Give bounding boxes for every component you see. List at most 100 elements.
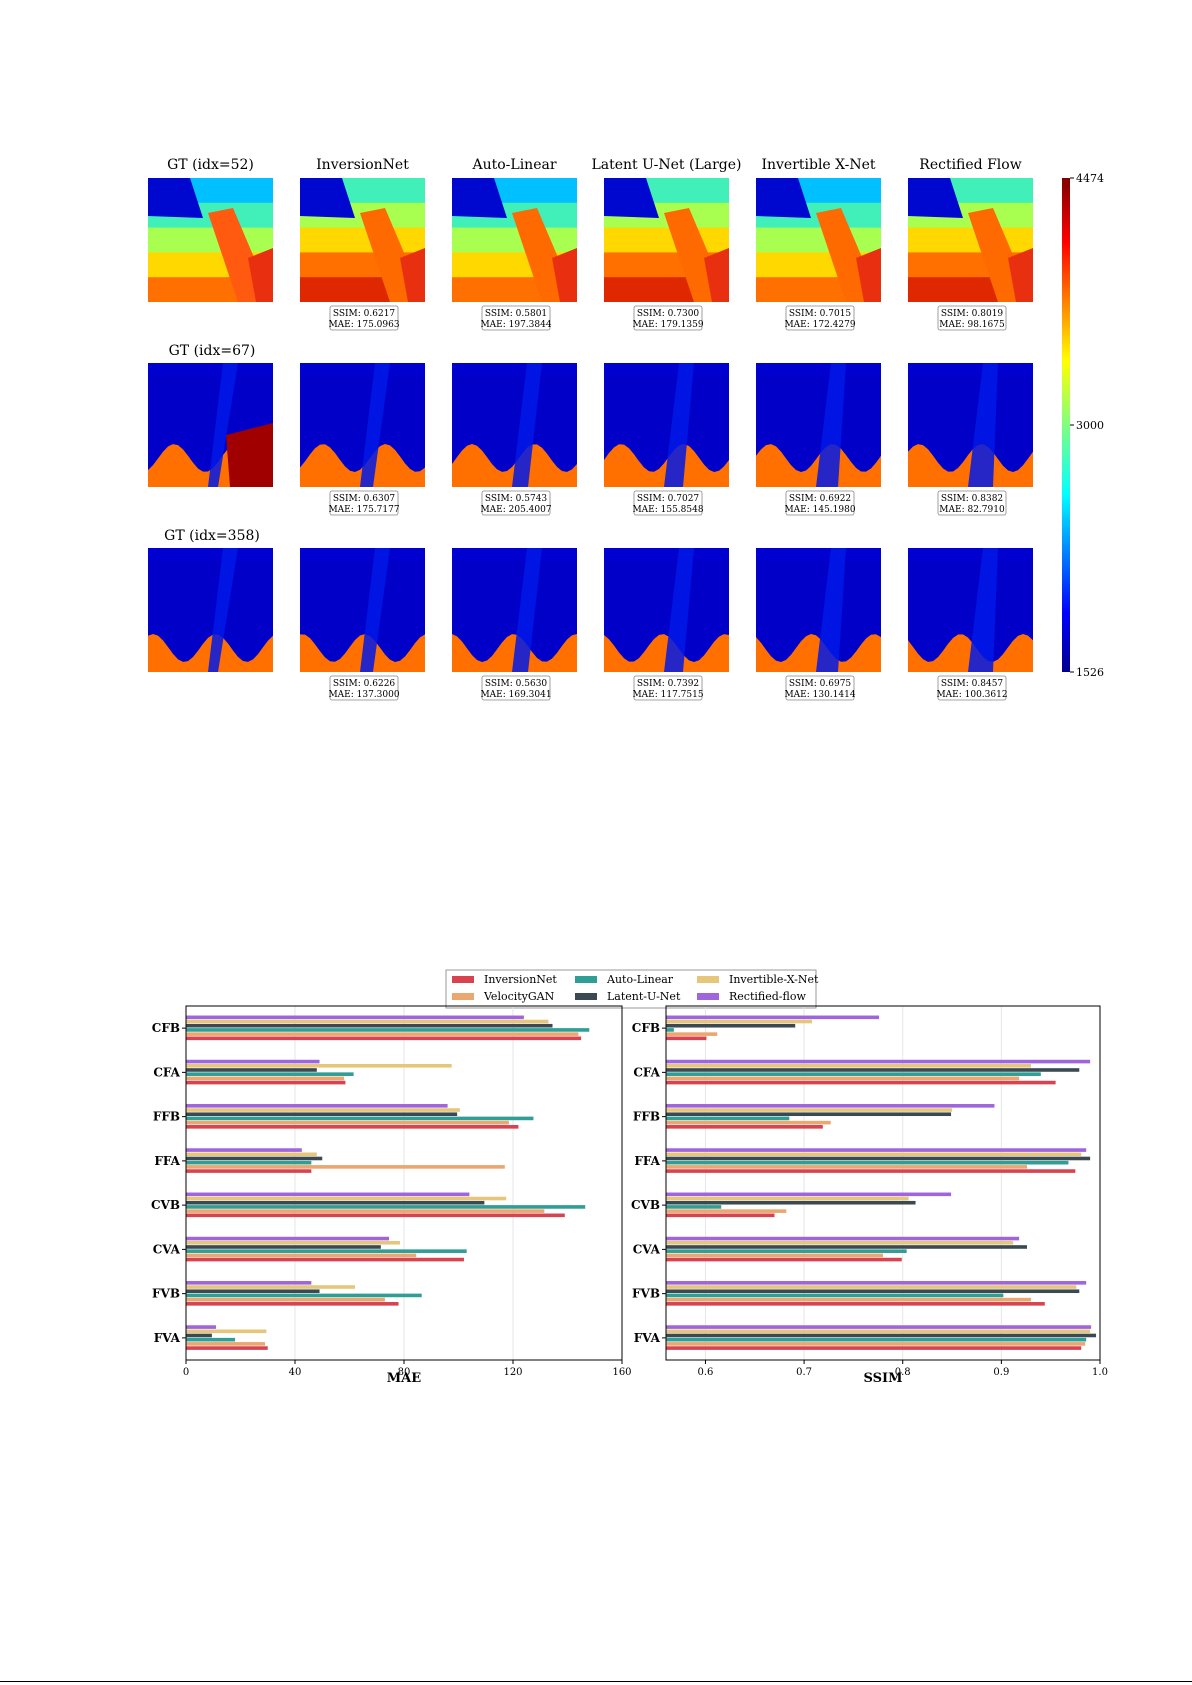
bar-auto-linear <box>666 1249 907 1253</box>
category-label: FVB <box>152 1287 180 1301</box>
legend-label-invertible-x-net: Invertible-X-Net <box>729 973 819 986</box>
metric-box <box>329 305 399 331</box>
plot-frame <box>665 1005 1101 1361</box>
metric-box <box>937 675 1007 701</box>
metric-box <box>329 490 399 516</box>
bar-auto-linear <box>186 1072 354 1076</box>
bar-velocitygan <box>666 1253 883 1258</box>
ssim-label: SSIM: 0.8457 <box>941 679 1004 689</box>
bar-latent-u-net <box>666 1289 1080 1294</box>
bar-inversionnet <box>666 1346 1082 1350</box>
bar-latent-u-net <box>186 1068 317 1072</box>
velocity-map-image <box>300 548 425 672</box>
mae-label: MAE: 100.3612 <box>936 690 1007 700</box>
bar-rectified-flow <box>666 1104 995 1108</box>
x-tick-label: 1.0 <box>1092 1367 1108 1378</box>
bar-inversionnet <box>666 1080 1056 1085</box>
ssim-panel: 0.6 0.7 0.8 0.9 1.0 CFB CFA FFB FFA CVB CVA FVB FVA <box>631 1005 1108 1378</box>
velocity-map-image <box>452 363 577 487</box>
ssim-label: SSIM: 0.5801 <box>485 309 547 319</box>
bar-inversionnet <box>186 1169 312 1173</box>
category-label: CFB <box>632 1021 660 1035</box>
bar-invertible-x-net <box>666 1240 1014 1245</box>
category-label: CVA <box>633 1242 661 1256</box>
bar-rectified-flow <box>666 1325 1092 1329</box>
colorbar-max-label: 4474 <box>1076 172 1104 185</box>
legend-swatch-rectified-flow <box>697 993 719 1000</box>
model-column-title: InversionNet <box>316 157 409 173</box>
bar-velocitygan <box>186 1165 505 1169</box>
legend-swatch-latent-u-net <box>575 993 597 1000</box>
bar-velocitygan <box>186 1209 545 1213</box>
bar-latent-u-net <box>666 1333 1097 1338</box>
metric-box <box>785 305 855 331</box>
bar-rectified-flow <box>186 1148 302 1152</box>
bar-rectified-flow <box>666 1059 1091 1064</box>
category-label: FVA <box>154 1331 181 1345</box>
bar-velocitygan <box>666 1076 1020 1081</box>
bar-latent-u-net <box>666 1023 796 1028</box>
category-label: CFA <box>153 1065 180 1079</box>
bar-rectified-flow <box>186 1281 312 1285</box>
category-label: FFA <box>154 1154 180 1168</box>
bar-auto-linear <box>666 1116 790 1121</box>
gt-row-title: GT (idx=358) <box>164 528 260 544</box>
bar-inversionnet <box>666 1302 1045 1306</box>
metric-box <box>937 305 1007 331</box>
velocity-map-image <box>908 178 1033 302</box>
x-tick-label: 0.9 <box>993 1367 1009 1378</box>
metric-box <box>633 305 703 331</box>
model-column-title: Latent U-Net (Large) <box>591 157 741 173</box>
bar-rectified-flow <box>666 1192 952 1197</box>
bar-inversionnet <box>666 1257 902 1262</box>
ssim-label: SSIM: 0.7027 <box>637 494 700 504</box>
legend-label-latent-u-net: Latent-U-Net <box>607 990 681 1003</box>
bar-rectified-flow <box>666 1015 880 1020</box>
bar-chart-figure: InversionNet VelocityGAN Auto-Linear Lat… <box>151 969 1108 1386</box>
category-label: CFA <box>633 1065 660 1079</box>
metric-box <box>937 490 1007 516</box>
x-tick-label: 0.7 <box>796 1367 812 1378</box>
bar-invertible-x-net <box>666 1019 812 1024</box>
ssim-label: SSIM: 0.7300 <box>637 309 700 319</box>
ssim-label: SSIM: 0.8382 <box>941 494 1003 504</box>
bar-invertible-x-net <box>186 1108 460 1112</box>
bar-latent-u-net <box>666 1156 1091 1161</box>
category-label: FFA <box>634 1154 660 1168</box>
bar-rectified-flow <box>186 1192 470 1197</box>
colorbar-mid-label: 3000 <box>1076 419 1104 432</box>
x-tick-label: 0 <box>183 1367 189 1378</box>
bar-auto-linear <box>186 1293 422 1298</box>
ssim-label: SSIM: 0.6307 <box>333 494 396 504</box>
velocity-map-image <box>604 178 729 302</box>
category-label: FVA <box>634 1331 661 1345</box>
x-tick-label: 80 <box>398 1367 411 1378</box>
bar-latent-u-net <box>666 1200 916 1205</box>
legend-swatch-auto-linear <box>575 976 597 983</box>
bar-rectified-flow <box>186 1059 320 1064</box>
ssim-axis-label: SSIM <box>864 1371 903 1386</box>
ssim-label: SSIM: 0.6975 <box>789 679 852 689</box>
mae-label: MAE: 82.7910 <box>939 505 1005 515</box>
bar-auto-linear <box>186 1028 590 1032</box>
bar-velocitygan <box>666 1032 718 1036</box>
mae-label: MAE: 169.3041 <box>480 690 551 700</box>
category-label: CVA <box>153 1242 181 1256</box>
bar-inversionnet <box>666 1125 823 1129</box>
ssim-label: SSIM: 0.7015 <box>789 309 852 319</box>
velocity-map-image <box>452 178 577 302</box>
mae-label: MAE: 175.7177 <box>328 505 399 515</box>
velocity-map-image <box>756 548 881 672</box>
bar-rectified-flow <box>666 1236 1020 1241</box>
category-label: CFB <box>152 1021 180 1035</box>
velocity-map-image <box>148 548 273 672</box>
bar-invertible-x-net <box>186 1152 317 1157</box>
x-tick-label: 120 <box>503 1367 522 1378</box>
bar-invertible-x-net <box>666 1285 1077 1289</box>
bar-auto-linear <box>666 1160 1069 1165</box>
ssim-label: SSIM: 0.6922 <box>789 494 851 504</box>
bar-rectified-flow <box>186 1325 216 1329</box>
bar-inversionnet <box>186 1125 519 1129</box>
mae-label: MAE: 172.4279 <box>784 320 855 330</box>
bar-auto-linear <box>186 1337 236 1342</box>
